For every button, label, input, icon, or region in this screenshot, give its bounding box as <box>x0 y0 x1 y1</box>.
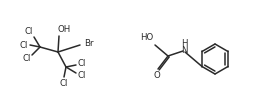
Text: Cl: Cl <box>20 41 28 49</box>
Text: HO: HO <box>140 33 154 43</box>
Text: Cl: Cl <box>25 26 33 36</box>
Text: H: H <box>181 39 187 49</box>
Text: N: N <box>181 47 187 55</box>
Text: Cl: Cl <box>23 54 31 64</box>
Text: O: O <box>154 72 160 81</box>
Text: OH: OH <box>57 25 71 33</box>
Text: Br: Br <box>84 38 94 48</box>
Text: Cl: Cl <box>78 71 86 79</box>
Text: Cl: Cl <box>78 59 86 67</box>
Text: Cl: Cl <box>60 78 68 88</box>
